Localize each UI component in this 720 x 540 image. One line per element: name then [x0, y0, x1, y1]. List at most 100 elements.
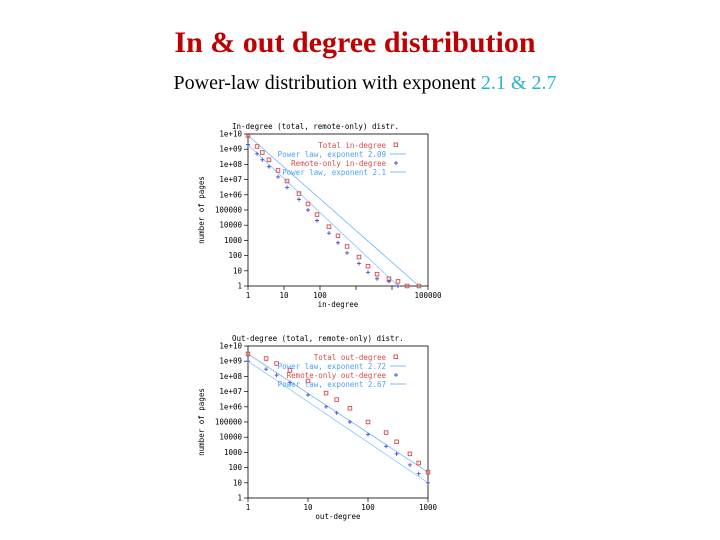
- total-degree-point: [245, 133, 251, 138]
- remote-degree-point: [426, 480, 430, 485]
- remote-degree-point: [255, 151, 260, 156]
- remote-degree-point: [336, 240, 340, 245]
- remote-degree-point: [264, 367, 269, 372]
- remote-degree-point: [296, 197, 301, 202]
- remote-degree-point: [366, 432, 370, 437]
- remote-degree-point: [396, 284, 400, 288]
- total-degree-point: [254, 144, 260, 149]
- total-degree-point: [334, 397, 339, 402]
- y-tick-label: 1000: [224, 236, 243, 245]
- total-degree-point: [374, 271, 380, 277]
- remote-degree-point: [386, 279, 391, 284]
- total-degree-point: [260, 150, 265, 155]
- y-tick-label: 10: [233, 478, 243, 487]
- legend-entry: Total out-degree: [314, 353, 387, 362]
- y-tick-label: 10000: [219, 433, 242, 442]
- total-degree-point: [274, 361, 279, 366]
- legend-marker-square: [393, 354, 399, 360]
- total-degree-point: [416, 283, 422, 289]
- x-tick-label: 100000: [414, 291, 442, 300]
- legend-marker-plus: [394, 373, 398, 377]
- total-degree-point: [347, 406, 353, 411]
- total-degree-point: [365, 263, 371, 269]
- x-tick-label: 10: [303, 503, 313, 512]
- remote-degree-point: [366, 270, 370, 275]
- total-degree-point: [356, 254, 362, 260]
- total-degree-point: [416, 460, 421, 466]
- remote-degree-point: [276, 174, 280, 179]
- remote-degree-point: [324, 404, 329, 409]
- y-tick-label: 1e+09: [219, 145, 242, 154]
- remote-degree-point: [416, 471, 421, 476]
- total-degree-point: [305, 378, 311, 384]
- x-tick-label: 100: [361, 503, 375, 512]
- y-tick-label: 1e+07: [219, 387, 242, 396]
- y-axis-label: number of pages: [197, 388, 206, 456]
- total-degree-point: [296, 191, 302, 196]
- remote-degree-point: [345, 250, 350, 255]
- y-tick-label: 1e+06: [219, 190, 242, 199]
- legend-entry: Total in-degree: [318, 141, 386, 150]
- total-degree-point: [284, 178, 290, 184]
- y-tick-label: 1e+10: [219, 130, 242, 139]
- remote-degree-point: [306, 208, 310, 212]
- power-law-fit-line: [247, 360, 429, 484]
- remote-degree-point: [334, 410, 339, 415]
- subtitle-ampersand: &: [505, 72, 532, 94]
- y-tick-label: 1e+08: [219, 372, 242, 381]
- remote-degree-point: [266, 164, 271, 169]
- subtitle-text: Power-law distribution with exponent: [173, 72, 481, 94]
- total-degree-point: [365, 419, 371, 425]
- remote-degree-point: [356, 261, 361, 266]
- power-law-fit-line: [247, 135, 420, 287]
- y-tick-label: 10: [233, 266, 243, 275]
- exponent-in-value: 2.1: [480, 72, 506, 94]
- x-axis-label: in-degree: [318, 300, 359, 309]
- remote-degree-point: [306, 392, 310, 397]
- chart-title: Out-degree (total, remote-only) distr.: [232, 334, 404, 343]
- remote-degree-point: [287, 380, 292, 385]
- total-degree-point: [287, 368, 293, 373]
- power-law-fit-line: [247, 144, 399, 287]
- legend-entry: Power law, exponent 2.72: [278, 362, 386, 371]
- total-degree-point: [335, 233, 341, 239]
- x-tick-label: 1: [246, 503, 251, 512]
- remote-degree-point: [246, 142, 250, 147]
- legend-entry: Remote-only out-degree: [287, 371, 387, 380]
- remote-degree-point: [260, 157, 265, 162]
- remote-degree-point: [347, 420, 352, 424]
- y-axis-label: number of pages: [197, 176, 206, 244]
- slide-title: In & out degree distribution: [174, 26, 536, 59]
- y-tick-label: 10000: [219, 221, 242, 230]
- remote-degree-point: [285, 185, 290, 190]
- chart-title: In-degree (total, remote-only) distr.: [232, 122, 399, 131]
- y-tick-label: 1e+10: [219, 342, 242, 351]
- y-tick-label: 1: [237, 282, 242, 291]
- x-axis-label: out-degree: [315, 512, 361, 521]
- legend-entry: Power law, exponent 2.1: [282, 168, 386, 177]
- y-tick-label: 1e+07: [219, 175, 242, 184]
- y-tick-label: 1e+06: [219, 402, 242, 411]
- legend-marker-square: [393, 142, 399, 148]
- x-tick-label: 1000: [419, 503, 438, 512]
- exponent-out-value: 2.7: [531, 72, 557, 94]
- total-degree-point: [407, 451, 413, 457]
- y-tick-label: 1000: [224, 448, 243, 457]
- legend-entry: Remote-only in-degree: [291, 159, 386, 168]
- legend-entry: Power law, exponent 2.09: [278, 150, 386, 159]
- y-tick-label: 1e+08: [219, 160, 242, 169]
- y-tick-label: 1e+09: [219, 357, 242, 366]
- x-tick-label: 1: [246, 291, 251, 300]
- total-degree-point: [245, 351, 251, 357]
- x-tick-label: 10: [279, 291, 289, 300]
- y-tick-label: 100: [228, 251, 242, 260]
- total-degree-point: [395, 279, 401, 284]
- remote-degree-point: [315, 218, 320, 223]
- total-degree-point: [383, 430, 389, 435]
- legend-entry: Power law, exponent 2.67: [278, 380, 386, 389]
- remote-degree-point: [375, 276, 380, 281]
- total-degree-point: [425, 469, 431, 475]
- in-degree-chart: In-degree (total, remote-only) distr.1e+…: [197, 122, 442, 309]
